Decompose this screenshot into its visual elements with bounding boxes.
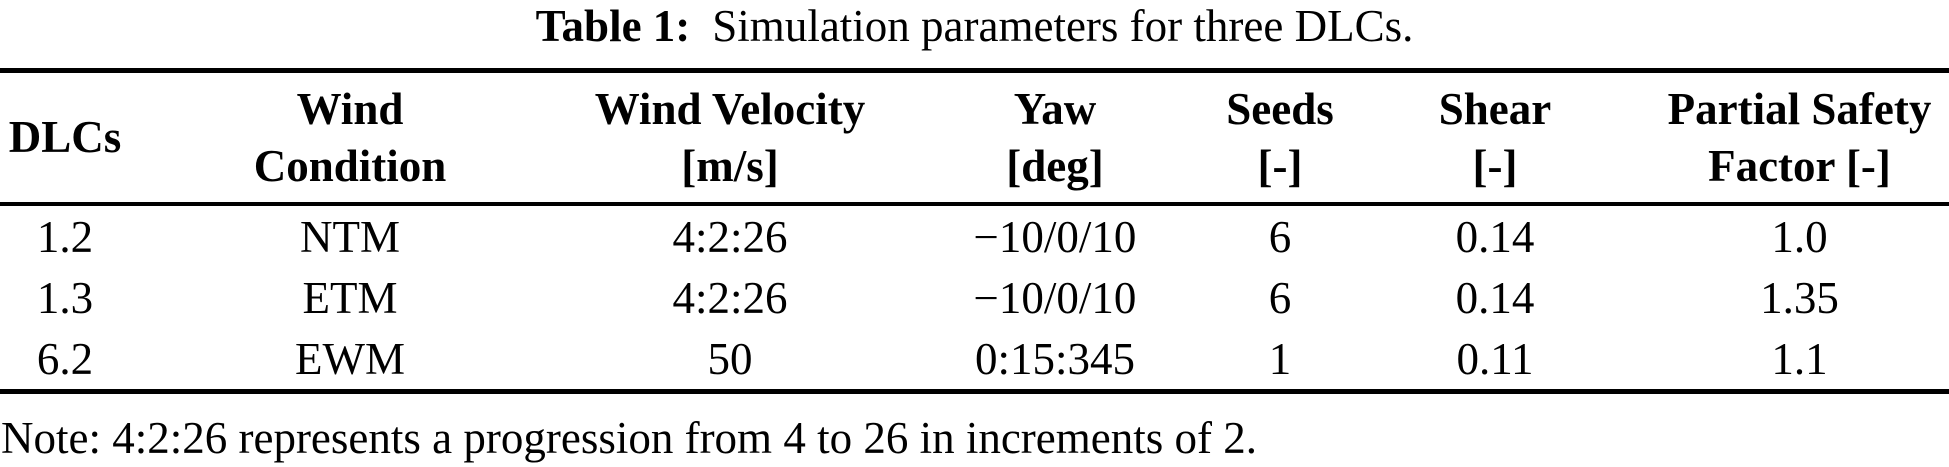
- table-row-dlc-1.3: 1.3 ETM 4:2:26 −10/0/10 6 0.14 1.35: [0, 267, 1949, 328]
- column-header-line: Wind Velocity: [594, 83, 866, 134]
- table-header: DLCs Wind Condition Wind Velocity [m/s] Yaw [d…: [0, 71, 1949, 205]
- column-header-partial-safety-factor: Partial Safety Factor [-]: [1650, 71, 1949, 205]
- column-header-line: Partial Safety: [1667, 83, 1932, 134]
- column-header-line: [m/s]: [681, 140, 779, 191]
- column-header-wind-condition: Wind Condition: [130, 71, 570, 205]
- column-header-shear: Shear [-]: [1340, 71, 1650, 205]
- column-header-line: Shear: [1438, 83, 1552, 134]
- table-row-dlc-1.2: 1.2 NTM 4:2:26 −10/0/10 6 0.14 1.0: [0, 204, 1949, 267]
- column-header-yaw: Yaw [deg]: [890, 71, 1220, 205]
- cell-wind-velocity: 50: [707, 333, 753, 384]
- column-header-dlcs: DLCs: [0, 71, 130, 205]
- cell-dlcs: 1.3: [36, 272, 94, 323]
- column-header-line: DLCs: [8, 112, 122, 162]
- cell-wind-condition: EWM: [295, 333, 405, 384]
- table-caption-text: Simulation parameters for three DLCs.: [712, 1, 1414, 51]
- table-note: Note: 4:2:26 represents a progression fr…: [1, 413, 1257, 463]
- cell-wind-velocity: 4:2:26: [672, 272, 788, 323]
- cell-dlcs: 6.2: [36, 333, 94, 384]
- cell-seeds: 6: [1268, 211, 1292, 262]
- column-header-line: [deg]: [1006, 140, 1104, 191]
- column-header-seeds: Seeds [-]: [1220, 71, 1340, 205]
- cell-partial-safety-factor: 1.1: [1771, 333, 1828, 384]
- cell-yaw: 0:15:345: [974, 333, 1135, 384]
- cell-shear: 0.14: [1455, 211, 1535, 262]
- cell-seeds: 6: [1268, 272, 1292, 323]
- table-caption: Table 1: Simulation parameters for three …: [0, 0, 1949, 52]
- cell-shear: 0.14: [1455, 272, 1535, 323]
- cell-wind-velocity: 4:2:26: [672, 211, 788, 262]
- cell-partial-safety-factor: 1.0: [1771, 211, 1828, 262]
- column-header-line: [-]: [1257, 140, 1303, 191]
- cell-seeds: 1: [1268, 333, 1292, 384]
- table-body: 1.2 NTM 4:2:26 −10/0/10 6 0.14 1.0 1.3 ETM 4:2:26…: [0, 204, 1949, 392]
- cell-dlcs: 1.2: [36, 211, 94, 262]
- table-row-dlc-6.2: 6.2 EWM 50 0:15:345 1 0.11 1.1: [0, 328, 1949, 392]
- simulation-parameters-table: DLCs Wind Condition Wind Velocity [m/s] Yaw [d…: [0, 68, 1949, 394]
- column-header-line: Wind: [296, 83, 404, 134]
- table-header-row: DLCs Wind Condition Wind Velocity [m/s] Yaw [d…: [0, 71, 1949, 205]
- cell-yaw: −10/0/10: [973, 272, 1137, 323]
- column-header-line: Seeds: [1226, 83, 1334, 134]
- cell-yaw: −10/0/10: [973, 211, 1137, 262]
- column-header-line: Factor [-]: [1708, 140, 1891, 191]
- cell-partial-safety-factor: 1.35: [1760, 272, 1839, 323]
- column-header-line: Yaw: [1013, 83, 1097, 134]
- cell-wind-condition: ETM: [302, 272, 398, 323]
- column-header-line: Condition: [253, 140, 447, 191]
- column-header-line: [-]: [1472, 140, 1518, 191]
- table-caption-label: Table 1:: [535, 1, 691, 51]
- cell-wind-condition: NTM: [300, 211, 400, 262]
- column-header-wind-velocity: Wind Velocity [m/s]: [570, 71, 890, 205]
- cell-shear: 0.11: [1456, 333, 1534, 384]
